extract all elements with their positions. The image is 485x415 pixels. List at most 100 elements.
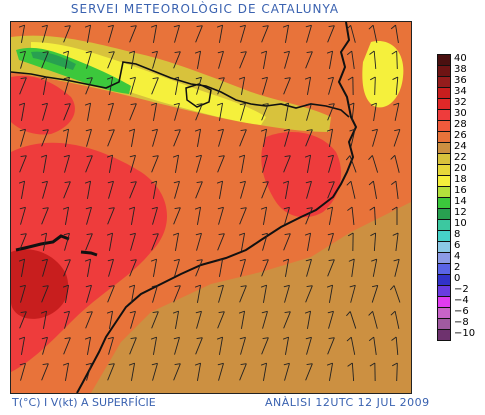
wind-barb	[390, 24, 399, 43]
wind-barb	[283, 233, 291, 251]
wind-barb	[194, 206, 202, 225]
legend-label: −8	[454, 317, 469, 328]
wind-barb	[151, 362, 158, 381]
wind-barb	[260, 206, 268, 225]
wind-barb	[18, 336, 26, 355]
legend-label: 12	[454, 207, 467, 218]
wind-barb	[150, 24, 158, 43]
wind-barb	[346, 50, 355, 69]
legend-label: 38	[454, 64, 467, 75]
wind-barb	[40, 232, 48, 251]
wind-barb	[283, 128, 290, 147]
wind-barb	[106, 232, 114, 251]
wind-barb	[282, 180, 290, 199]
legend-label: 20	[454, 163, 467, 174]
wind-barb	[150, 336, 158, 355]
wind-barb	[173, 207, 181, 225]
wind-barb	[368, 180, 378, 199]
wind-barb	[19, 50, 26, 69]
map-title: SERVEI METEOROLÒGIC DE CATALUNYA	[70, 2, 340, 16]
wind-barb	[368, 336, 377, 355]
legend-label: 6	[454, 240, 461, 251]
reservoir	[80, 250, 98, 257]
wind-barb	[239, 363, 247, 381]
wind-barb	[19, 155, 27, 173]
wind-barb	[85, 50, 92, 69]
wind-barb	[173, 336, 180, 355]
wind-barb	[391, 362, 398, 382]
wind-barb	[63, 76, 70, 95]
wind-barb	[326, 362, 334, 381]
wind-barb	[173, 258, 180, 277]
wind-barb	[18, 102, 26, 121]
legend-label: −6	[454, 306, 469, 317]
wind-barb	[19, 233, 27, 251]
wind-barb	[63, 103, 71, 121]
analysis-caption: ANÀLISI 12UTC 12 JUL 2009	[265, 396, 430, 409]
wind-barb	[261, 259, 269, 277]
wind-barb	[107, 336, 114, 355]
wind-barb	[393, 102, 400, 121]
wind-barb	[327, 337, 335, 355]
wind-barb	[348, 102, 355, 121]
wind-barb	[371, 258, 378, 277]
wind-barb	[283, 311, 291, 329]
wind-barb	[40, 154, 48, 173]
wind-barb	[346, 311, 357, 329]
wind-barb	[261, 154, 268, 173]
wind-barb	[129, 103, 137, 121]
wind-barb	[261, 181, 269, 199]
wind-barb	[107, 51, 115, 69]
legend-label: 16	[454, 185, 467, 196]
wind-barb	[305, 51, 313, 69]
wind-barb	[84, 180, 92, 199]
wind-barb	[261, 337, 269, 355]
wind-barb	[129, 76, 136, 95]
legend-label: 40	[454, 53, 467, 64]
wind-barb	[41, 24, 48, 43]
wind-barb	[304, 76, 312, 95]
wind-barb	[239, 336, 246, 355]
wind-barb	[327, 259, 335, 277]
wind-barb	[238, 232, 246, 251]
wind-barb	[151, 128, 158, 147]
wind-barb	[216, 102, 224, 121]
wind-barb	[326, 284, 334, 303]
wind-barb	[85, 233, 93, 251]
wind-barb	[173, 285, 181, 303]
wind-barb	[85, 77, 93, 95]
wind-barb	[151, 233, 159, 251]
legend-label: 28	[454, 119, 467, 130]
wind-barb	[261, 310, 268, 329]
legend-label: 2	[454, 262, 461, 273]
wind-barb	[40, 76, 48, 95]
wind-barb	[107, 24, 114, 43]
wind-barb	[107, 180, 114, 199]
wind-barb	[106, 76, 114, 95]
wind-barb	[195, 232, 202, 251]
wind-barb	[194, 284, 202, 303]
wind-barb	[305, 363, 313, 381]
wind-barb	[216, 258, 224, 277]
wind-barb	[173, 24, 180, 43]
wind-barb	[195, 310, 202, 329]
wind-barb	[172, 154, 180, 173]
wind-barb	[151, 50, 158, 69]
wind-barb	[391, 206, 398, 225]
wind-barb	[41, 129, 49, 147]
wind-barb	[173, 180, 180, 199]
temperature-wind-map	[10, 21, 412, 394]
wind-barb	[129, 337, 137, 355]
wind-barb	[19, 77, 27, 95]
wind-barb	[327, 76, 334, 95]
wind-barb	[369, 206, 376, 226]
wind-barb	[128, 362, 136, 381]
wind-barb	[261, 25, 269, 43]
wind-barb	[63, 310, 70, 329]
variable-caption: T(°C) I V(kt) A SUPERFÍCIE	[12, 396, 156, 409]
wind-barb	[40, 310, 48, 329]
wind-barb	[63, 259, 71, 277]
wind-barb	[304, 154, 312, 173]
wind-barb	[107, 129, 115, 147]
wind-barb	[173, 363, 181, 381]
